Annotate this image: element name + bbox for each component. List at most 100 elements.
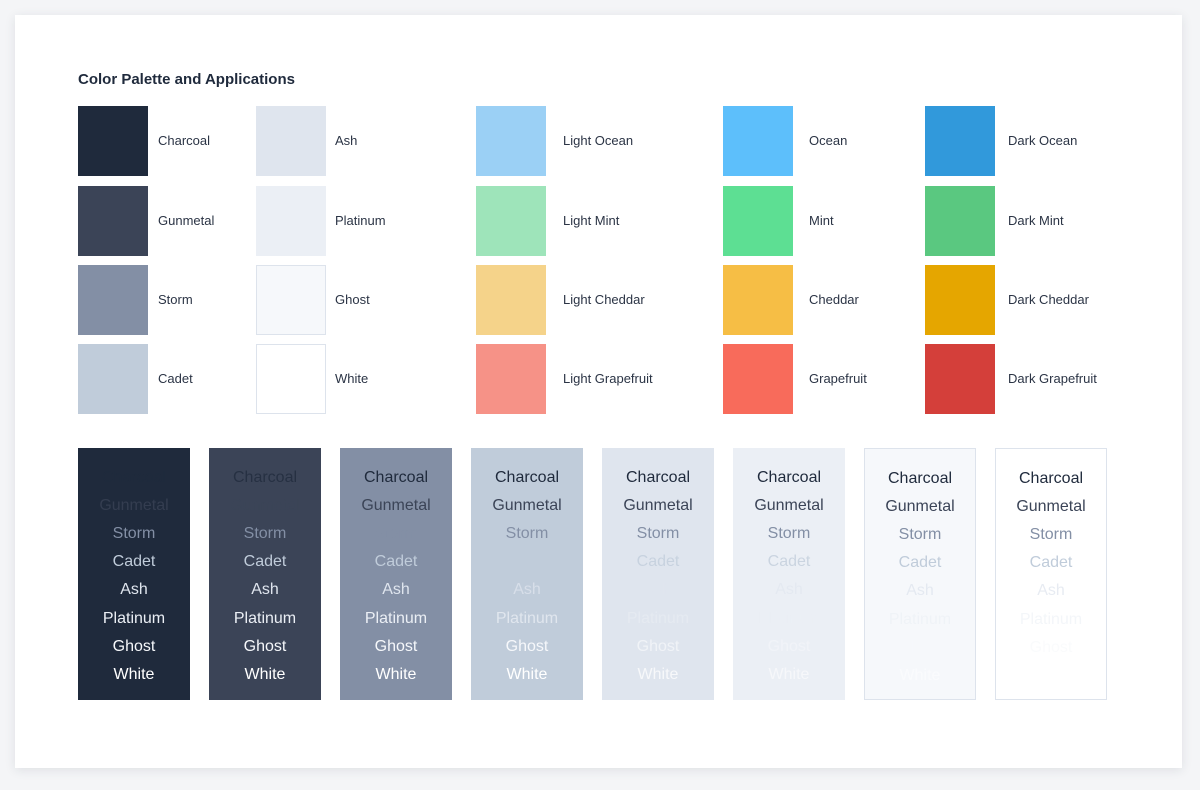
application-text-storm: Storm: [898, 526, 942, 543]
application-text-cadet: Cadet: [243, 553, 287, 570]
application-text-ash: Ash: [1037, 582, 1065, 599]
swatch-label-storm: Storm: [158, 292, 193, 307]
application-column-gunmetal: Charcoal Gunmetal Storm Cadet Ash Platinum Gho…: [209, 448, 321, 700]
application-text-white: White: [1030, 667, 1072, 684]
swatch-label-cheddar: Cheddar: [809, 292, 859, 307]
application-text-ash: Ash: [382, 581, 410, 598]
application-text-gunmetal: Gunmetal: [885, 498, 955, 515]
application-text-storm: Storm: [767, 525, 811, 542]
swatch-cheddar: [723, 265, 793, 335]
application-text-platinum: Platinum: [1019, 611, 1083, 628]
application-text-storm: Storm: [505, 525, 549, 542]
swatch-dark-mint: [925, 186, 995, 256]
application-text-storm: Storm: [1029, 526, 1073, 543]
swatch-gunmetal: [78, 186, 148, 256]
application-text-platinum: Platinum: [888, 611, 952, 628]
application-text-white: White: [768, 666, 810, 683]
application-text-charcoal: Charcoal: [101, 469, 167, 486]
swatch-dark-cheddar: [925, 265, 995, 335]
application-text-gunmetal: Gunmetal: [230, 497, 300, 514]
swatch-label-light-mint: Light Mint: [563, 213, 620, 228]
application-text-platinum: Platinum: [364, 610, 428, 627]
swatch-platinum: [256, 186, 326, 256]
application-text-storm: Storm: [243, 525, 287, 542]
application-text-charcoal: Charcoal: [887, 470, 953, 487]
application-text-gunmetal: Gunmetal: [361, 497, 431, 514]
swatch-charcoal: [78, 106, 148, 176]
swatch-label-ghost: Ghost: [335, 292, 370, 307]
swatch-grapefruit: [723, 344, 793, 414]
application-text-ghost: Ghost: [636, 638, 680, 655]
application-text-cadet: Cadet: [636, 553, 680, 570]
application-text-cadet: Cadet: [898, 554, 942, 571]
page-title: Color Palette and Applications: [78, 71, 295, 88]
swatch-mint: [723, 186, 793, 256]
application-text-gunmetal: Gunmetal: [1016, 498, 1086, 515]
application-text-ghost: Ghost: [505, 638, 549, 655]
application-text-charcoal: Charcoal: [363, 469, 429, 486]
application-text-ash: Ash: [906, 582, 934, 599]
application-text-white: White: [244, 666, 286, 683]
swatch-dark-ocean: [925, 106, 995, 176]
swatch-ocean: [723, 106, 793, 176]
application-column-ghost: Charcoal Gunmetal Storm Cadet Ash Platinum Gho…: [864, 448, 976, 700]
application-text-platinum: Platinum: [757, 610, 821, 627]
application-text-platinum: Platinum: [626, 610, 690, 627]
swatch-light-cheddar: [476, 265, 546, 335]
application-text-charcoal: Charcoal: [232, 469, 298, 486]
application-column-ash: Charcoal Gunmetal Storm Cadet Ash Platinum Gho…: [602, 448, 714, 700]
application-text-white: White: [506, 666, 548, 683]
application-text-platinum: Platinum: [233, 610, 297, 627]
application-text-ghost: Ghost: [374, 638, 418, 655]
application-text-ash: Ash: [513, 581, 541, 598]
swatch-dark-grapefruit: [925, 344, 995, 414]
application-text-white: White: [899, 667, 941, 684]
swatch-label-mint: Mint: [809, 213, 834, 228]
application-text-storm: Storm: [636, 525, 680, 542]
application-text-charcoal: Charcoal: [625, 469, 691, 486]
swatch-label-cadet: Cadet: [158, 371, 193, 386]
application-text-ghost: Ghost: [898, 639, 942, 656]
application-text-charcoal: Charcoal: [756, 469, 822, 486]
swatch-label-platinum: Platinum: [335, 213, 386, 228]
application-column-charcoal: Charcoal Gunmetal Storm Cadet Ash Platinum Gho…: [78, 448, 190, 700]
application-text-ghost: Ghost: [112, 638, 156, 655]
swatch-light-grapefruit: [476, 344, 546, 414]
application-text-cadet: Cadet: [374, 553, 418, 570]
application-text-gunmetal: Gunmetal: [754, 497, 824, 514]
swatch-white: [256, 344, 326, 414]
application-text-ghost: Ghost: [767, 638, 811, 655]
application-column-cadet: Charcoal Gunmetal Storm Cadet Ash Platinum Gho…: [471, 448, 583, 700]
application-text-ash: Ash: [775, 581, 803, 598]
application-text-storm: Storm: [374, 525, 418, 542]
swatch-label-dark-cheddar: Dark Cheddar: [1008, 292, 1089, 307]
application-column-platinum: Charcoal Gunmetal Storm Cadet Ash Platinum Gho…: [733, 448, 845, 700]
swatch-label-dark-mint: Dark Mint: [1008, 213, 1064, 228]
swatch-label-ocean: Ocean: [809, 133, 848, 148]
application-text-storm: Storm: [112, 525, 156, 542]
swatch-storm: [78, 265, 148, 335]
swatch-label-charcoal: Charcoal: [158, 133, 211, 148]
swatch-light-ocean: [476, 106, 546, 176]
application-text-gunmetal: Gunmetal: [623, 497, 693, 514]
application-text-ghost: Ghost: [243, 638, 287, 655]
swatch-label-white: White: [335, 371, 369, 386]
application-text-platinum: Platinum: [102, 610, 166, 627]
application-text-charcoal: Charcoal: [1018, 470, 1084, 487]
application-column-white: Charcoal Gunmetal Storm Cadet Ash Platinum Gho…: [995, 448, 1107, 700]
application-text-platinum: Platinum: [495, 610, 559, 627]
application-text-charcoal: Charcoal: [494, 469, 560, 486]
swatch-label-dark-grapefruit: Dark Grapefruit: [1008, 371, 1097, 386]
application-text-white: White: [113, 666, 155, 683]
swatch-label-dark-ocean: Dark Ocean: [1008, 133, 1078, 148]
swatch-label-light-grapefruit: Light Grapefruit: [563, 371, 653, 386]
application-text-ash: Ash: [120, 581, 148, 598]
swatch-ash: [256, 106, 326, 176]
application-text-cadet: Cadet: [1029, 554, 1073, 571]
application-text-ash: Ash: [644, 581, 672, 598]
swatch-label-light-cheddar: Light Cheddar: [563, 292, 645, 307]
swatch-label-light-ocean: Light Ocean: [563, 133, 634, 148]
application-text-cadet: Cadet: [767, 553, 811, 570]
application-text-gunmetal: Gunmetal: [99, 497, 169, 514]
application-text-gunmetal: Gunmetal: [492, 497, 562, 514]
